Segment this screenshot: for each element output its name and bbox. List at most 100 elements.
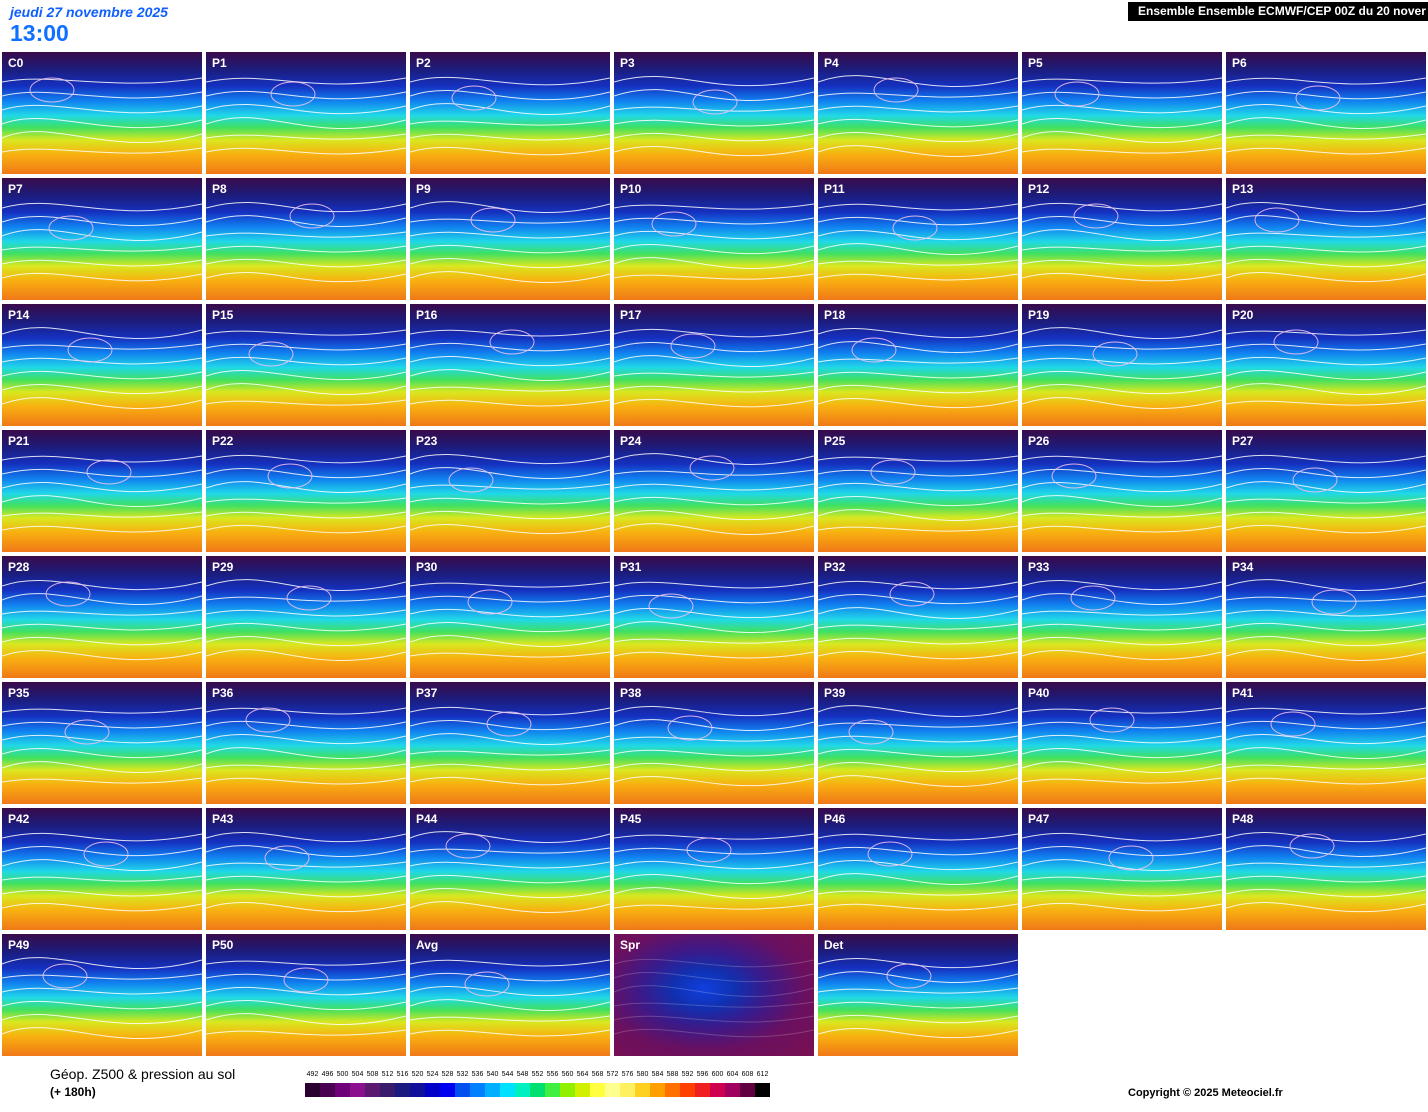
contour-line [206,763,406,770]
contour-line [1226,201,1426,213]
contour-line [2,636,202,646]
scale-swatch [650,1083,665,1097]
contour-line [818,105,1018,113]
contours [410,329,610,407]
map-panel: P21 [2,430,202,552]
contour-line [1226,383,1426,395]
contour-line [206,831,406,843]
contour-line [614,385,814,393]
contour-line [2,327,202,339]
contour-line [1226,845,1426,857]
contour-line [410,651,610,658]
contours [410,453,610,535]
contour-line [410,244,610,254]
contour-line [614,230,814,240]
contour-line [614,341,814,353]
low-contour [851,337,897,363]
contour-line [2,777,202,784]
contour-line [818,341,1018,353]
low-contour [67,337,113,363]
contour-line [410,369,610,381]
contour-line [614,105,814,112]
contour-line [206,215,406,227]
low-contour [1311,589,1357,615]
contour-line [1226,90,1426,100]
contour-line [410,861,610,869]
scale-swatch [635,1083,650,1097]
low-contour [848,719,894,745]
scale-swatch [335,1083,350,1097]
map-panel: P4 [818,52,1018,174]
contour-line [1226,831,1426,843]
panel-label: P29 [212,560,234,574]
contours [410,201,610,283]
low-contour [1089,707,1135,733]
contour-line [818,509,1018,521]
map-panel: P44 [410,808,610,930]
contours [818,957,1018,1039]
contour-line [1022,889,1222,897]
contour-line [1226,399,1426,406]
scale-swatch [665,1083,680,1097]
contour-line [1226,271,1426,283]
contour-line [1226,649,1426,661]
map-panel: P45 [614,808,814,930]
map-panel: P42 [2,808,202,930]
contour-line [1226,77,1426,85]
map-panel: P8 [206,178,406,300]
scale-swatch [410,1083,425,1097]
contour-line [818,357,1018,364]
scale-swatch [545,1083,560,1097]
contour-line [1022,147,1222,154]
map-panel: P20 [1226,304,1426,426]
contour-line [614,483,814,491]
map-panel: P47 [1022,808,1222,930]
contours [614,453,814,535]
contour-line [2,1027,202,1039]
panel-label: P35 [8,686,30,700]
contour-line [1226,231,1426,238]
contour-line [2,357,202,365]
contour-line [410,201,610,213]
contour-line [2,707,202,714]
contour-line [206,986,406,996]
scale-swatch [365,1083,380,1097]
panel-label: P33 [1028,560,1050,574]
contour-line [2,77,202,84]
contour-line [206,481,406,493]
contour-line [614,469,814,476]
contour-line [818,259,1018,266]
contour-line [614,398,814,408]
contour-line [1226,622,1426,632]
low-contour [692,89,738,115]
contour-line [818,397,1018,409]
contour-line [1022,846,1222,857]
contour-line [206,369,406,381]
low-contour [1073,203,1119,229]
contour-line [2,832,202,842]
contours [1226,454,1426,534]
contour-line [2,147,202,154]
contours [1226,831,1426,913]
contour-line [1226,497,1426,504]
contour-line [614,217,814,225]
contour-line [1022,397,1222,409]
low-contour [1092,341,1138,367]
contour-line [1226,258,1426,268]
map-panel: P23 [410,430,610,552]
contour-line [206,720,406,730]
contour-line [1226,763,1426,770]
contour-line [1226,595,1426,602]
contour-line [206,399,406,406]
contour-line [2,511,202,518]
low-contour [45,581,91,607]
panel-label: Spr [620,938,641,952]
contour-line [410,635,610,647]
low-contour [83,841,129,867]
map-panel: P7 [2,178,202,300]
low-contour [464,971,510,997]
map-panel: P46 [818,808,1018,930]
scale-label: 540 [486,1071,499,1078]
contour-line [410,231,610,239]
